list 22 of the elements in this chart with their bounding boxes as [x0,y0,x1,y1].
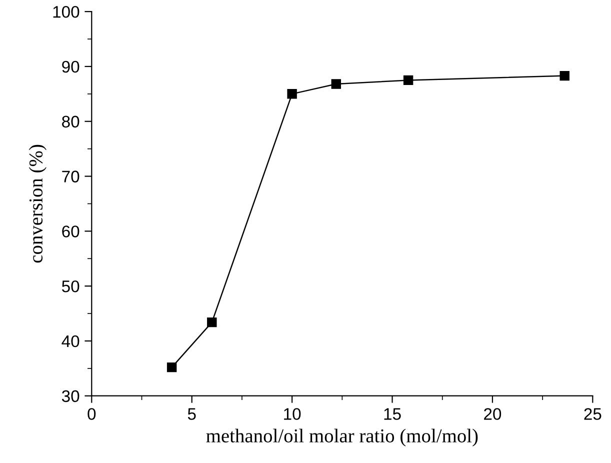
x-axis-title: methanol/oil molar ratio (mol/mol) [206,428,478,446]
x-tick-label: 15 [384,408,401,420]
point [287,89,297,99]
point [560,70,570,81]
x-tick-label: 0 [88,408,96,420]
y-tick-label: 90 [62,60,80,73]
x-tick-label: 5 [188,408,196,420]
point [166,362,177,372]
y-tick-label: 80 [62,116,80,128]
y-tick-label: 50 [62,280,80,292]
point [331,79,342,89]
y-tick-label: 30 [62,390,80,402]
y-tick-label: 60 [62,226,80,238]
point [403,75,414,86]
x-tick-label: 25 [584,408,602,420]
y-axis-title: conversion (%) [28,144,46,263]
x-tick-label: 20 [484,408,502,420]
y-tick-label: 100 [53,6,80,18]
x-tick-label: 10 [284,408,301,420]
point [207,317,217,328]
y-tick-label: 40 [62,335,80,348]
y-tick-label: 70 [62,170,80,182]
